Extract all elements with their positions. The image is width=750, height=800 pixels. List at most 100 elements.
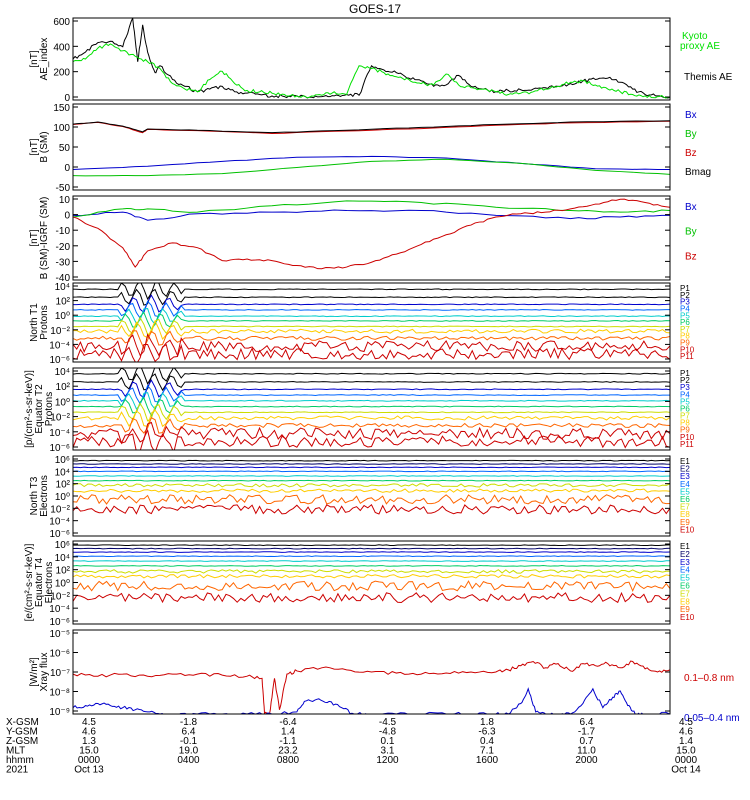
data-series-e_north-9 [73, 503, 670, 515]
panel-frame [72, 282, 671, 363]
legend-entry: P5 [680, 397, 690, 406]
panel-plot-e_north [73, 459, 670, 515]
y-tick-label: -50 [56, 183, 71, 194]
legend-entry: Bz [685, 251, 697, 262]
x-row-value: -4.5 [379, 717, 397, 728]
data-series-p_north-9 [73, 333, 670, 358]
legend-entry: P11 [680, 352, 694, 361]
panel-bdiff: 10 0 -10 -20 -30 -40 B (SM)-IGRF (SM)[nT] Bx By B… [29, 195, 697, 284]
data-series-bdiff-1 [73, 200, 670, 218]
y-tick-label: 400 [53, 42, 70, 53]
data-series-p_north-0 [73, 283, 670, 301]
data-series-bsm-1 [73, 158, 670, 177]
data-series-bdiff-0 [73, 209, 670, 221]
legend-entry: Bx [685, 110, 697, 121]
data-series-bsm-2 [73, 120, 670, 134]
data-series-e_equator-8 [73, 580, 670, 593]
data-series-e_equator-7 [73, 574, 670, 579]
legend-entry: Kyoto [682, 31, 708, 42]
y-axis-label: Equator T2 [34, 384, 45, 434]
data-series-e_north-3 [73, 470, 670, 473]
x-row-value: 1.8 [480, 717, 494, 728]
y-tick-label: 10⁰ [55, 579, 70, 590]
y-tick-label: 600 [53, 17, 70, 28]
y-tick-label: 10 [59, 195, 71, 206]
x-row-value: 0400 [177, 755, 200, 766]
x-row-value: 2000 [575, 755, 598, 766]
data-series-bsm-0 [73, 155, 670, 171]
legend-entry: E8 [680, 597, 690, 606]
y-axis-label: [nT] [29, 229, 40, 246]
y-axis-label: North T3 [29, 476, 40, 515]
panel-frame [72, 103, 671, 191]
legend-entry: E6 [680, 582, 690, 591]
y-tick-label: 10² [56, 566, 71, 577]
y-tick-label: -20 [56, 242, 71, 253]
x-row-value: -4.8 [379, 727, 397, 738]
legend-entry: E4 [680, 566, 690, 575]
panel-plot-e_equator [73, 544, 670, 604]
y-tick-label: -10 [56, 226, 71, 237]
data-series-p_equator-1 [73, 372, 670, 392]
y-tick-label: 200 [53, 68, 70, 79]
y-tick-label: 10⁻⁵ [49, 629, 70, 640]
x-row-label: hhmm [6, 755, 34, 766]
x-row-value: -6.3 [478, 727, 496, 738]
y-axis-label: AE_index [39, 38, 50, 81]
data-series-e_equator-9 [73, 591, 670, 604]
legend-entry: P9 [680, 426, 690, 435]
x-row-value: 0000 [675, 755, 698, 766]
y-tick-label: 10⁴ [55, 467, 70, 478]
y-tick-label: 10⁻⁶ [49, 355, 70, 366]
legend-entry: E6 [680, 495, 690, 504]
x-row-value: 6.4 [182, 727, 196, 738]
x-row-value: 1600 [476, 755, 499, 766]
y-tick-label: 10⁻² [50, 413, 70, 424]
legend-entry: P1 [680, 369, 690, 378]
x-row-label: 2021 [6, 765, 29, 776]
x-row-label: Y-GSM [6, 727, 38, 738]
y-tick-label: 10⁻² [50, 591, 70, 602]
x-row-value: 15.0 [676, 746, 696, 757]
legend-entry: E1 [680, 542, 690, 551]
y-tick-label: 10⁻⁹ [49, 707, 70, 718]
data-series-e_north-5 [73, 479, 670, 482]
y-tick-label: 10⁻⁴ [49, 340, 70, 351]
data-series-p_north-1 [73, 288, 670, 306]
legend-entry: P4 [680, 304, 690, 313]
legend-entry: By [685, 227, 697, 238]
x-row-value: 4.6 [82, 727, 96, 738]
data-series-e_north-2 [73, 466, 670, 469]
data-series-p_north-5 [73, 311, 670, 331]
x-row-value: 3.1 [381, 746, 395, 757]
panel-plot-p_equator [73, 368, 670, 450]
data-series-xray-0 [73, 660, 670, 714]
y-tick-label: 10⁻⁶ [49, 617, 70, 628]
y-axis-label: [p/(cm²-s-sr-keV)] [24, 370, 35, 448]
panel-plot-xray [73, 660, 670, 714]
legend-entry: By [685, 129, 697, 140]
y-tick-label: 10⁴ [55, 367, 70, 378]
data-series-p_equator-10 [73, 428, 670, 450]
data-series-e_north-1 [73, 463, 670, 465]
x-row-value: -1.7 [578, 727, 596, 738]
panel-xray: 10⁻⁵ 10⁻⁶ 10⁻⁷ 10⁻⁸ 10⁻⁹ Xray flux[W/m²] 0.1–0… [29, 629, 740, 724]
legend-entry: Bmag [685, 167, 711, 178]
legend-entry: P7 [680, 325, 690, 334]
legend-entry: Bx [685, 202, 697, 213]
y-tick-label: 10² [56, 480, 71, 491]
data-series-e_equator-2 [73, 551, 670, 553]
panel-frame [72, 17, 671, 101]
data-series-ae-1 [73, 43, 670, 99]
legend-entry: P10 [680, 433, 695, 442]
y-tick-label: 10⁻⁴ [49, 604, 70, 615]
y-tick-label: 10² [56, 297, 71, 308]
data-series-p_equator-0 [73, 368, 670, 385]
legend-entry: E4 [680, 480, 690, 489]
data-series-e_equator-1 [73, 547, 670, 550]
y-tick-label: 100 [53, 123, 70, 134]
legend-entry: E7 [680, 589, 690, 598]
